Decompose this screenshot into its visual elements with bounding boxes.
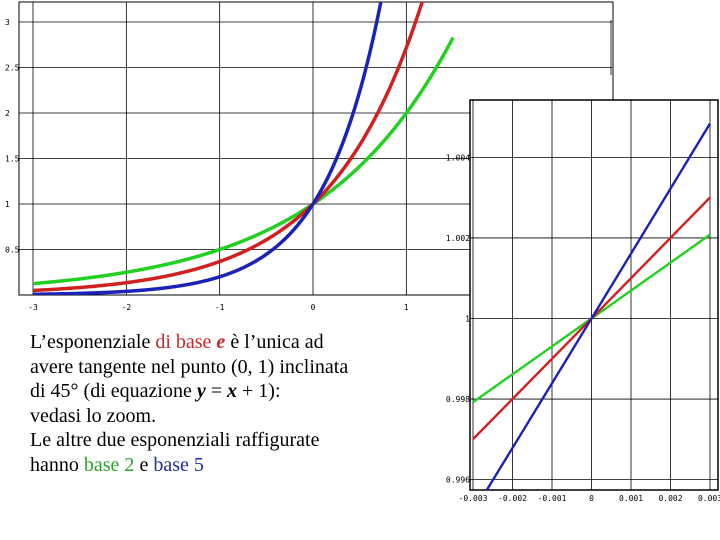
y-tick-label: 0.998 [446, 395, 470, 404]
x-tick-label: -0.003 [459, 494, 488, 503]
zoom-exponential-chart: 0.996 0.998 1 1.002 1.004 -0.003 -0.002 -0.001 0… [446, 99, 720, 503]
caption-line-1-part-a: L’esponenziale [30, 331, 156, 353]
caption-equals: = [205, 380, 228, 402]
x-tick-label: -3 [28, 303, 38, 312]
y-tick-label: 1.004 [446, 153, 470, 162]
plot-frame [469, 99, 719, 491]
x-tick-label: 0.002 [658, 494, 682, 503]
y-tick-label: 1 [5, 200, 10, 209]
series-line-base-2 [32, 36, 455, 286]
x-tick-label: 0 [311, 303, 316, 312]
x-tick-label: 1 [404, 303, 409, 312]
x-tick-label: -2 [122, 303, 132, 312]
caption-base-e-label: di base [155, 331, 217, 353]
x-tick-label: 0.003 [698, 494, 720, 503]
caption-x-variable: x [227, 380, 238, 402]
y-tick-label: 2.5 [5, 64, 20, 73]
series-line-base-5 [32, 2, 383, 295]
caption-base-2-label: base 2 [83, 453, 135, 476]
caption-line-6-part-a: hanno [30, 453, 84, 476]
caption-line-1: L’esponenziale di base e è l’unica ad [30, 330, 430, 355]
x-tick-label: 0 [589, 494, 594, 503]
y-tick-label: 1 [465, 315, 470, 324]
y-tick-label: 0.996 [446, 476, 470, 485]
caption-line-3-part-e: + 1): [237, 380, 281, 402]
series-line-base-e [32, 2, 424, 293]
caption-base-5-label: base 5 [153, 453, 204, 476]
x-tick-label: -0.002 [498, 494, 527, 503]
caption-line-3: di 45° (di equazione y = x + 1): [30, 379, 430, 404]
y-tick-label: 1.5 [5, 155, 20, 164]
caption-y-variable: y [196, 380, 206, 402]
caption-line-6: hanno base 2 e base 5 [30, 453, 430, 478]
caption-text: L’esponenziale di base e è l’unica ad av… [30, 330, 430, 477]
y-tick-label: 1.002 [446, 234, 470, 243]
y-tick-label: 3 [5, 18, 10, 27]
caption-line-1-part-d: è l’unica ad [225, 331, 324, 353]
caption-line-3-part-a: di 45° (di equazione [30, 380, 197, 402]
caption-line-6-part-c: e [134, 453, 154, 476]
y-tick-label: 0.5 [5, 246, 20, 255]
x-tick-label: -0.001 [538, 494, 567, 503]
x-tick-label: -1 [215, 303, 225, 312]
caption-line-2: avere tangente nel punto (0, 1) inclinat… [30, 355, 349, 378]
caption-base-e-symbol: e [216, 331, 226, 353]
caption-line-4: vedasi lo zoom. [30, 404, 157, 427]
x-tick-label: 0.001 [619, 494, 643, 503]
series-line-base-5 [485, 122, 712, 490]
y-tick-label: 2 [5, 109, 10, 118]
caption-line-5: Le altre due esponenziali raffigurate [30, 429, 320, 451]
